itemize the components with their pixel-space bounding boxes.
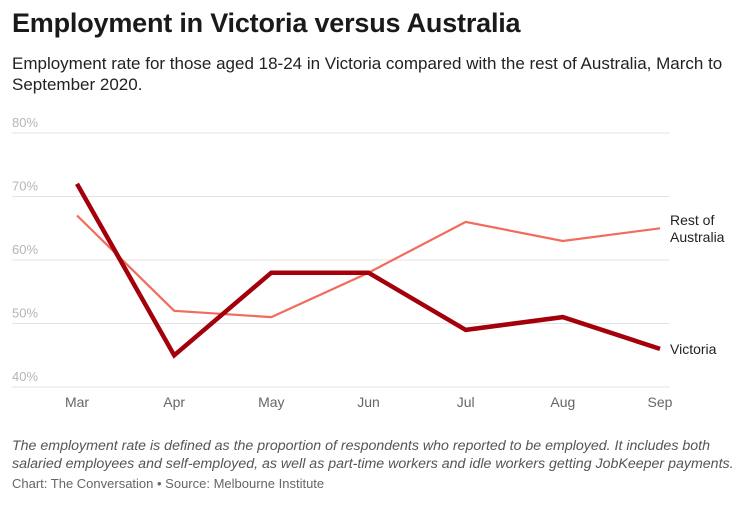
x-tick-label: Jul — [457, 394, 475, 410]
series-label-rest-of-australia: Rest of Australia — [670, 212, 725, 245]
series-labels: Rest of Australia Victoria — [670, 212, 725, 357]
gridlines — [12, 132, 670, 388]
x-tick-label: Apr — [163, 394, 185, 410]
y-tick-label: 80% — [12, 115, 38, 130]
chart-note: The employment rate is defined as the pr… — [12, 438, 734, 472]
x-tick-label: Mar — [65, 394, 89, 410]
x-tick-label: Sep — [648, 394, 673, 410]
series-line-rest-of-australia — [76, 214, 661, 319]
y-tick-label: 60% — [12, 242, 38, 257]
chart-credit: Chart: The Conversation • Source: Melbou… — [12, 476, 325, 491]
series-lines — [75, 182, 661, 359]
chart-subtitle: Employment rate for those aged 18-24 in … — [12, 54, 723, 94]
y-tick-label: 70% — [12, 179, 38, 194]
y-tick-label: 50% — [12, 306, 38, 321]
series-line-victoria — [75, 182, 661, 359]
series-label-victoria: Victoria — [670, 341, 717, 357]
x-tick-label: Aug — [550, 394, 575, 410]
y-axis-ticks: 40% 50% 60% 70% 80% — [12, 115, 38, 384]
x-axis-ticks: Mar Apr May Jun Jul Aug Sep — [65, 394, 673, 410]
x-tick-label: Jun — [357, 394, 380, 410]
y-tick-label: 40% — [12, 369, 38, 384]
chart-title: Employment in Victoria versus Australia — [12, 8, 521, 38]
x-tick-label: May — [258, 394, 284, 410]
